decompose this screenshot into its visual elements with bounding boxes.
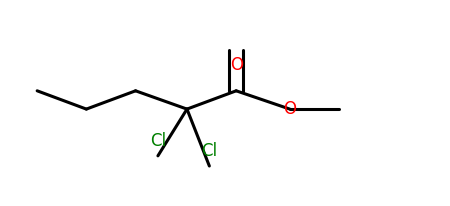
Text: Cl: Cl [201, 142, 217, 160]
Text: O: O [284, 100, 297, 118]
Text: Cl: Cl [150, 132, 166, 150]
Text: O: O [230, 56, 243, 74]
